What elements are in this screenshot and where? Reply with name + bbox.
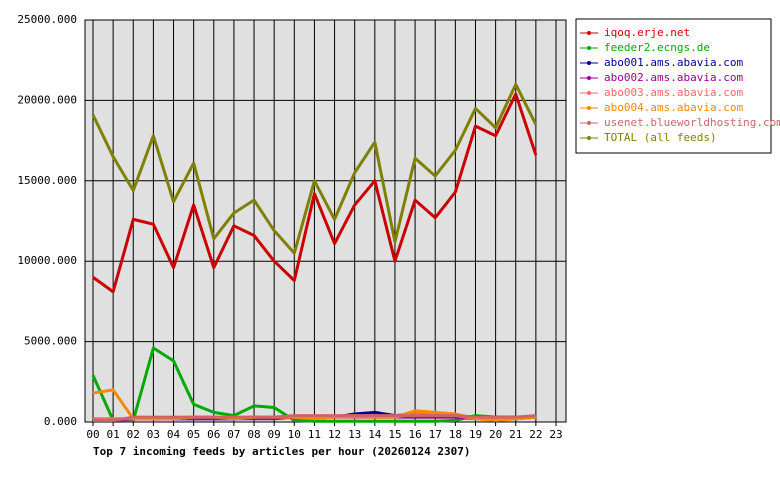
chart-title: Top 7 incoming feeds by articles per hou…: [93, 445, 471, 458]
x-tick-label: 09: [268, 428, 281, 441]
x-tick-label: 16: [408, 428, 421, 441]
x-tick-label: 00: [86, 428, 99, 441]
x-tick-label: 07: [227, 428, 240, 441]
legend-marker: [587, 121, 591, 125]
legend-label: TOTAL (all feeds): [604, 131, 717, 144]
y-tick-label: 25000.000: [17, 13, 77, 26]
y-tick-label: 5000.000: [24, 335, 77, 348]
legend-marker: [587, 136, 591, 140]
legend-marker: [587, 46, 591, 50]
x-tick-label: 10: [288, 428, 301, 441]
legend-marker: [587, 76, 591, 80]
x-tick-label: 20: [489, 428, 502, 441]
x-tick-label: 06: [207, 428, 220, 441]
x-tick-label: 21: [509, 428, 522, 441]
legend-label: iqoq.erje.net: [604, 26, 690, 39]
x-tick-label: 18: [449, 428, 462, 441]
series-line: [93, 414, 536, 422]
x-tick-label: 13: [348, 428, 361, 441]
legend-box: [575, 18, 772, 154]
legend-marker: [587, 31, 591, 35]
x-tick-label: 02: [127, 428, 140, 441]
legend-marker: [587, 91, 591, 95]
x-tick-label: 15: [388, 428, 401, 441]
legend-label: usenet.blueworldhosting.com: [604, 116, 780, 129]
x-tick-label: 05: [187, 428, 200, 441]
series-line: [92, 92, 538, 294]
x-tick-label: 11: [308, 428, 321, 441]
x-tick-label: 19: [469, 428, 482, 441]
legend-marker: [587, 106, 591, 110]
x-tick-label: 22: [529, 428, 542, 441]
legend-marker: [587, 61, 591, 65]
x-tick-label: 08: [247, 428, 260, 441]
legend-label: abo003.ams.abavia.com: [604, 86, 743, 99]
series-line: [91, 82, 538, 255]
x-tick-label: 03: [147, 428, 160, 441]
x-tick-label: 17: [429, 428, 442, 441]
legend-label: abo004.ams.abavia.com: [604, 101, 743, 114]
x-tick-label: 04: [167, 428, 181, 441]
y-tick-label: 0.000: [44, 415, 77, 428]
x-tick-label: 01: [107, 428, 120, 441]
y-tick-label: 20000.000: [17, 93, 77, 106]
x-tick-label: 12: [328, 428, 341, 441]
x-tick-label: 14: [368, 428, 382, 441]
y-tick-label: 15000.000: [17, 174, 77, 187]
x-tick-label: 23: [549, 428, 562, 441]
legend-label: feeder2.ecngs.de: [604, 41, 710, 54]
y-tick-label: 10000.000: [17, 254, 77, 267]
legend-label: abo002.ams.abavia.com: [604, 71, 743, 84]
legend-label: abo001.ams.abavia.com: [604, 56, 743, 69]
